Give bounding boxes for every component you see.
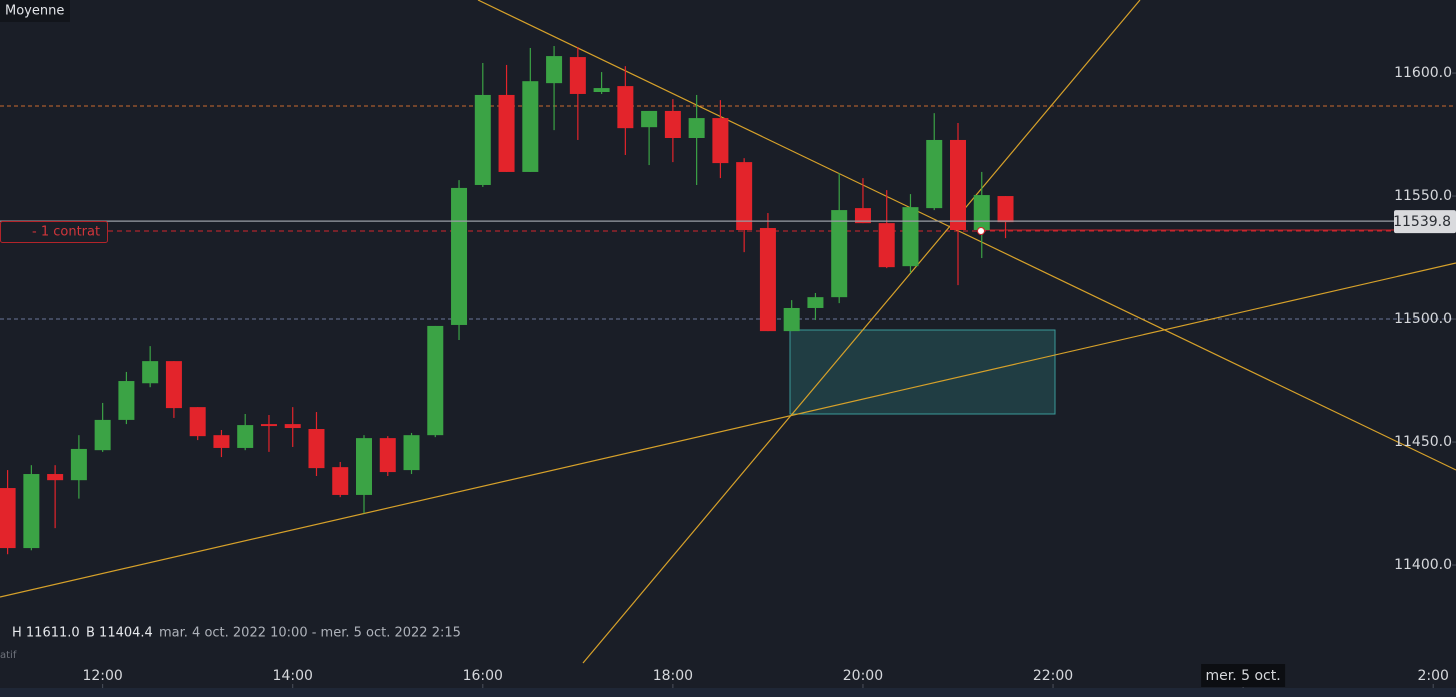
candle-body — [118, 381, 135, 420]
candle-body — [949, 139, 966, 231]
candle-body — [70, 448, 87, 481]
info-range: mar. 4 oct. 2022 10:00 - mer. 5 oct. 202… — [159, 626, 461, 641]
candle-body — [189, 407, 206, 437]
candle-body — [688, 118, 705, 139]
x-tick-label: 12:00 — [82, 668, 122, 684]
position-box[interactable] — [0, 221, 108, 243]
candle-body — [641, 110, 658, 128]
candle-body — [284, 424, 301, 429]
y-tick-label: 11500.0 — [1394, 311, 1452, 327]
last-price-label: 11539.8 — [1393, 214, 1451, 230]
axes: 11400.0 11450.0 11500.0 11550.0 11600.0 12:00… — [82, 65, 1456, 688]
info-low: B 11404.4 — [86, 626, 153, 641]
candle-body — [902, 207, 919, 267]
candle-body — [807, 297, 824, 308]
x-tick-label: 16:00 — [463, 668, 503, 684]
candle-body — [142, 361, 159, 384]
trend-line — [0, 262, 1456, 598]
candle-body — [0, 488, 16, 549]
candle-body — [332, 467, 349, 495]
candle-body — [664, 110, 681, 139]
candle-body — [23, 474, 40, 549]
candle-body — [759, 228, 776, 332]
candle-body — [546, 56, 563, 84]
candle-body — [854, 208, 871, 224]
candle-body — [593, 88, 610, 93]
candle-body — [379, 438, 396, 473]
navigator[interactable] — [0, 688, 1456, 697]
x-tick-label: 14:00 — [273, 668, 313, 684]
candles — [0, 46, 1014, 555]
candle-body — [878, 223, 895, 268]
candle-body — [308, 429, 325, 469]
anchor-point — [977, 227, 985, 235]
trend-line — [582, 0, 1141, 664]
candle-body — [474, 94, 491, 185]
candle-body — [617, 86, 634, 129]
y-tick-label: 11550.0 — [1394, 188, 1452, 204]
x-tick-label: 22:00 — [1033, 668, 1073, 684]
candle-body — [712, 118, 729, 164]
candle-body — [831, 210, 848, 298]
candle-body — [237, 425, 254, 448]
x-tick-label: mer. 5 oct. — [1206, 668, 1281, 684]
candle-body — [451, 187, 468, 325]
y-tick-label: 11450.0 — [1394, 434, 1452, 450]
x-tick-label: 2:00 — [1417, 668, 1448, 684]
trend-line — [477, 0, 1456, 471]
indicator-box — [0, 0, 70, 22]
candle-body — [522, 81, 539, 172]
candle-body — [736, 162, 753, 231]
candle-body — [403, 435, 420, 471]
y-tick-label: 11400.0 — [1394, 557, 1452, 573]
candle-body — [926, 139, 943, 209]
candle-body — [783, 307, 800, 332]
info-high: H 11611.0 — [12, 626, 80, 641]
candle-body — [260, 424, 277, 427]
candle-body — [94, 419, 111, 451]
candle-body — [165, 361, 182, 409]
indicator-label: Moyenne — [5, 4, 64, 19]
candle-body — [356, 438, 372, 495]
candle-body — [997, 196, 1014, 223]
x-tick-label: 18:00 — [653, 668, 693, 684]
last-price-box — [1394, 210, 1456, 234]
y-tick-label: 11600.0 — [1394, 65, 1452, 81]
candle-body — [973, 195, 990, 231]
side-label: atif — [0, 650, 17, 661]
candle-body — [47, 474, 64, 481]
x-tick-label: 20:00 — [843, 668, 883, 684]
position-label: - 1 contrat — [32, 225, 100, 240]
overlay — [0, 220, 1395, 235]
candle-body — [213, 435, 230, 448]
zone-rectangle — [789, 329, 1056, 415]
candle-body — [498, 94, 515, 172]
candle-body — [427, 325, 444, 436]
candle-body — [569, 57, 586, 94]
x-tick-box — [1201, 664, 1286, 687]
